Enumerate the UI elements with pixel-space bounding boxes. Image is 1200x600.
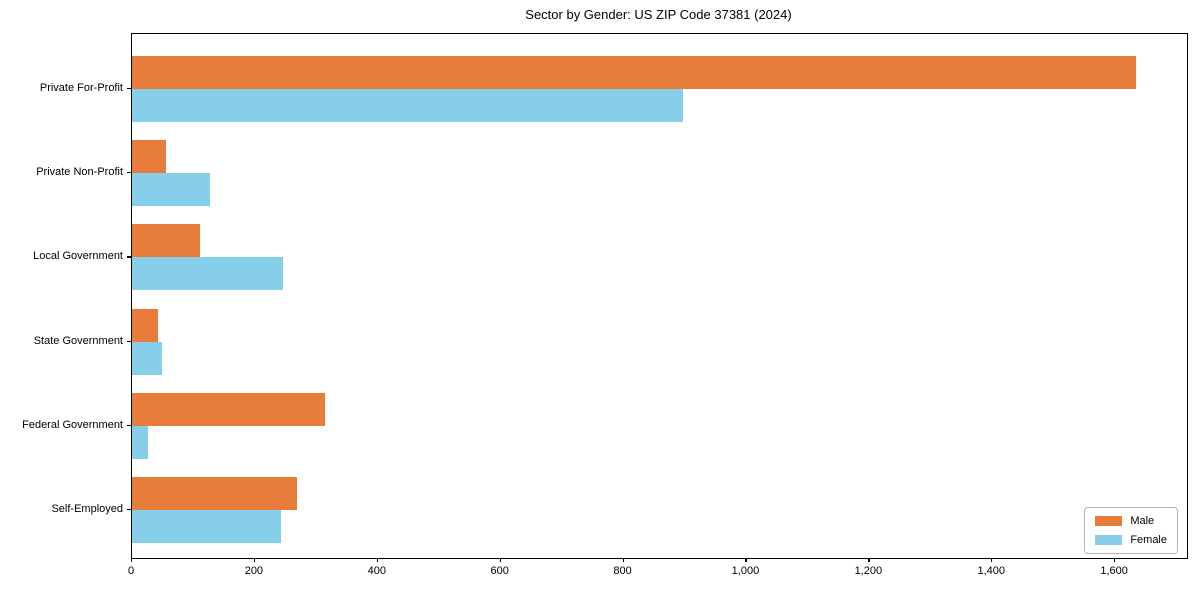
bar-female-6	[132, 510, 282, 543]
x-tick-label: 800	[613, 565, 632, 577]
x-tick-mark	[131, 558, 133, 562]
bar-male-6	[132, 477, 298, 510]
x-tick-label: 1,600	[1100, 565, 1128, 577]
y-tick-label: Private Non-Profit	[36, 166, 123, 179]
x-tick-mark	[253, 558, 256, 562]
x-tick-label: 600	[490, 565, 509, 577]
x-tick-mark	[622, 558, 624, 562]
x-tick-label: 1,200	[854, 565, 883, 577]
x-tick-mark	[1114, 558, 1116, 562]
bar-male-5	[132, 392, 325, 426]
legend-swatch-female	[1095, 535, 1123, 545]
x-tick-mark	[991, 558, 993, 562]
bar-male-4	[132, 308, 158, 342]
y-tick-label: Federal Government	[22, 418, 123, 431]
legend-label: Male	[1130, 515, 1155, 527]
y-tick-mark	[127, 509, 131, 511]
bar-female-1	[132, 89, 684, 122]
bar-female-2	[132, 173, 211, 207]
y-tick-label: Local Government	[33, 250, 123, 263]
legend-swatch-male	[1095, 516, 1123, 526]
x-tick-mark	[376, 558, 378, 562]
x-tick-label: 1,400	[977, 565, 1005, 577]
y-tick-mark	[127, 88, 131, 90]
legend-item-female: Female	[1095, 534, 1167, 546]
x-tick-mark	[499, 558, 501, 562]
x-tick-mark	[868, 558, 870, 562]
chart-title: Sector by Gender: US ZIP Code 37381 (202…	[525, 7, 792, 22]
y-tick-label: Self-Employed	[51, 503, 123, 515]
bar-female-5	[132, 425, 148, 459]
bar-male-3	[132, 224, 201, 258]
x-tick-label: 1,000	[731, 565, 760, 577]
x-tick-label: 400	[367, 565, 386, 577]
x-tick-label: 200	[244, 565, 264, 577]
y-tick-mark	[127, 424, 131, 426]
y-tick-label: State Government	[33, 334, 123, 347]
y-tick-mark	[127, 340, 131, 342]
bar-male-1	[132, 56, 1136, 89]
y-tick-mark	[127, 172, 131, 174]
y-tick-label: Private For-Profit	[39, 82, 123, 94]
plot-area: Male Female	[131, 33, 1188, 559]
y-tick-mark	[127, 256, 131, 258]
x-tick-label: 0	[127, 565, 135, 577]
legend-label: Female	[1130, 534, 1167, 546]
legend: Male Female	[1084, 507, 1178, 554]
legend-item-male: Male	[1095, 515, 1167, 527]
bar-female-4	[132, 341, 163, 375]
bar-female-3	[132, 257, 284, 291]
bar-male-2	[132, 140, 166, 174]
x-tick-mark	[745, 558, 747, 562]
